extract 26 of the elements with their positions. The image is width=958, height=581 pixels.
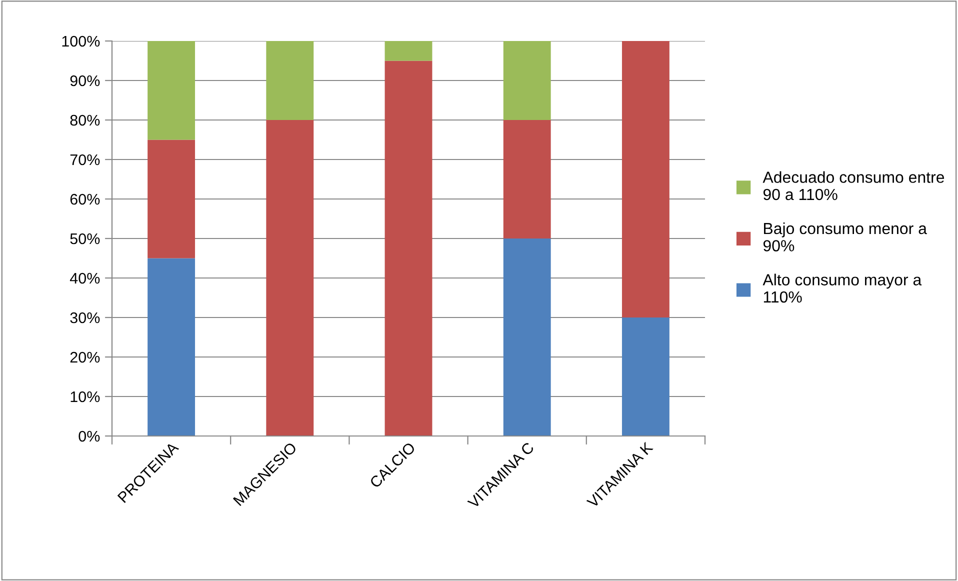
y-tick-label: 100% <box>62 36 100 47</box>
legend-label: Bajo consumo menor a 90% <box>763 222 927 252</box>
bar <box>148 140 196 258</box>
bar <box>622 318 670 436</box>
legend-label: Adecuado consumo entre 90 a 110% <box>762 171 944 200</box>
bar <box>148 258 196 436</box>
bar <box>148 41 196 140</box>
y-tick-label: 50% <box>70 233 100 244</box>
bar <box>503 120 551 238</box>
y-tick-label: 30% <box>70 312 100 324</box>
y-tick-label: 70% <box>70 154 100 166</box>
y-tick-label: 90% <box>70 75 100 86</box>
bar <box>503 238 551 436</box>
bar <box>622 41 670 318</box>
y-tick-label: 60% <box>70 194 100 205</box>
y-tick-label: 20% <box>70 352 100 363</box>
bar <box>503 41 551 120</box>
bar <box>266 120 314 436</box>
y-tick-label: 0% <box>78 430 100 442</box>
y-tick-label: 40% <box>70 272 100 284</box>
bar <box>266 41 314 120</box>
bar <box>384 60 432 436</box>
y-tick-label: 10% <box>70 391 100 402</box>
bar <box>384 41 432 61</box>
legend-label: Alto consumo mayor a 110% <box>762 274 922 303</box>
y-tick-label: 80% <box>70 114 100 126</box>
